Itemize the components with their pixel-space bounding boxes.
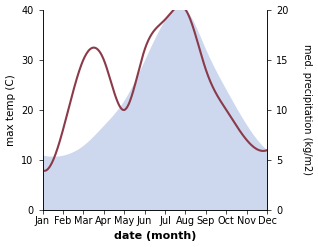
Y-axis label: med. precipitation (kg/m2): med. precipitation (kg/m2) bbox=[302, 44, 313, 175]
Y-axis label: max temp (C): max temp (C) bbox=[5, 74, 16, 146]
X-axis label: date (month): date (month) bbox=[114, 231, 196, 242]
